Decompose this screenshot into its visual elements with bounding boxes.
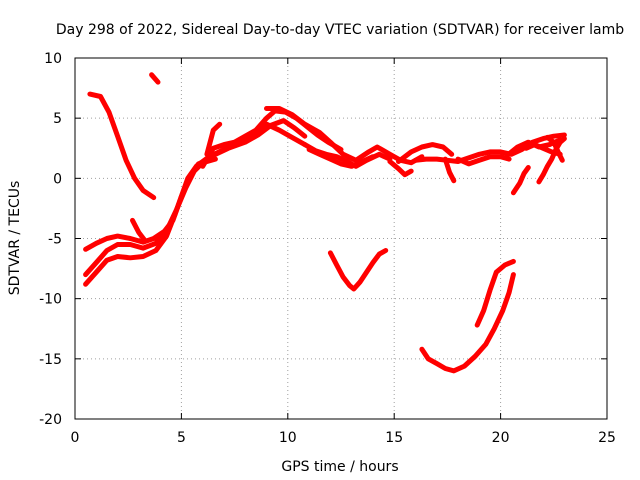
y-tick-label: 10	[44, 51, 62, 67]
series-arc-1	[87, 91, 157, 201]
series-arc-8	[204, 121, 223, 157]
series-arc-11	[306, 147, 376, 169]
series-arc-2	[149, 72, 161, 85]
y-tick-label: -5	[48, 232, 62, 248]
x-tick-label: 25	[598, 430, 616, 446]
series-arc-22	[327, 248, 389, 292]
series-arc-20	[536, 136, 567, 185]
series-group	[83, 72, 567, 374]
series-arc-13	[396, 142, 455, 164]
x-tick-label: 0	[71, 430, 80, 446]
x-tick-label: 5	[177, 430, 186, 446]
series-arc-24	[474, 258, 516, 328]
series-arc-23	[419, 272, 516, 374]
series-arc-7	[200, 108, 344, 169]
y-tick-label: -20	[39, 412, 62, 428]
series-arc-15	[442, 156, 457, 184]
x-tick-label: 10	[279, 430, 297, 446]
y-axis-label: SDTVAR / TECUs	[7, 181, 23, 296]
series-arc-12	[387, 159, 414, 178]
series-arc-18	[510, 165, 531, 196]
chart-title: Day 298 of 2022, Sidereal Day-to-day VTE…	[56, 22, 624, 38]
y-tick-label: 5	[53, 111, 62, 127]
y-tick-label: -10	[39, 292, 62, 308]
x-axis-label: GPS time / hours	[281, 459, 398, 475]
x-tick-label: 20	[492, 430, 510, 446]
x-tick-label: 15	[385, 430, 403, 446]
series-arc-14	[413, 132, 567, 164]
series-arc-21	[544, 134, 565, 163]
series-arc-6	[130, 217, 148, 244]
series-arc-4	[83, 121, 308, 287]
axis-ticks: 0 5 10 15 20 25 10 5 0 -5 -10 -15 -20	[39, 51, 616, 446]
y-tick-label: -15	[39, 352, 62, 368]
series-arc-5	[83, 156, 218, 278]
y-tick-label: 0	[53, 171, 62, 187]
series-arc-16	[455, 154, 512, 167]
